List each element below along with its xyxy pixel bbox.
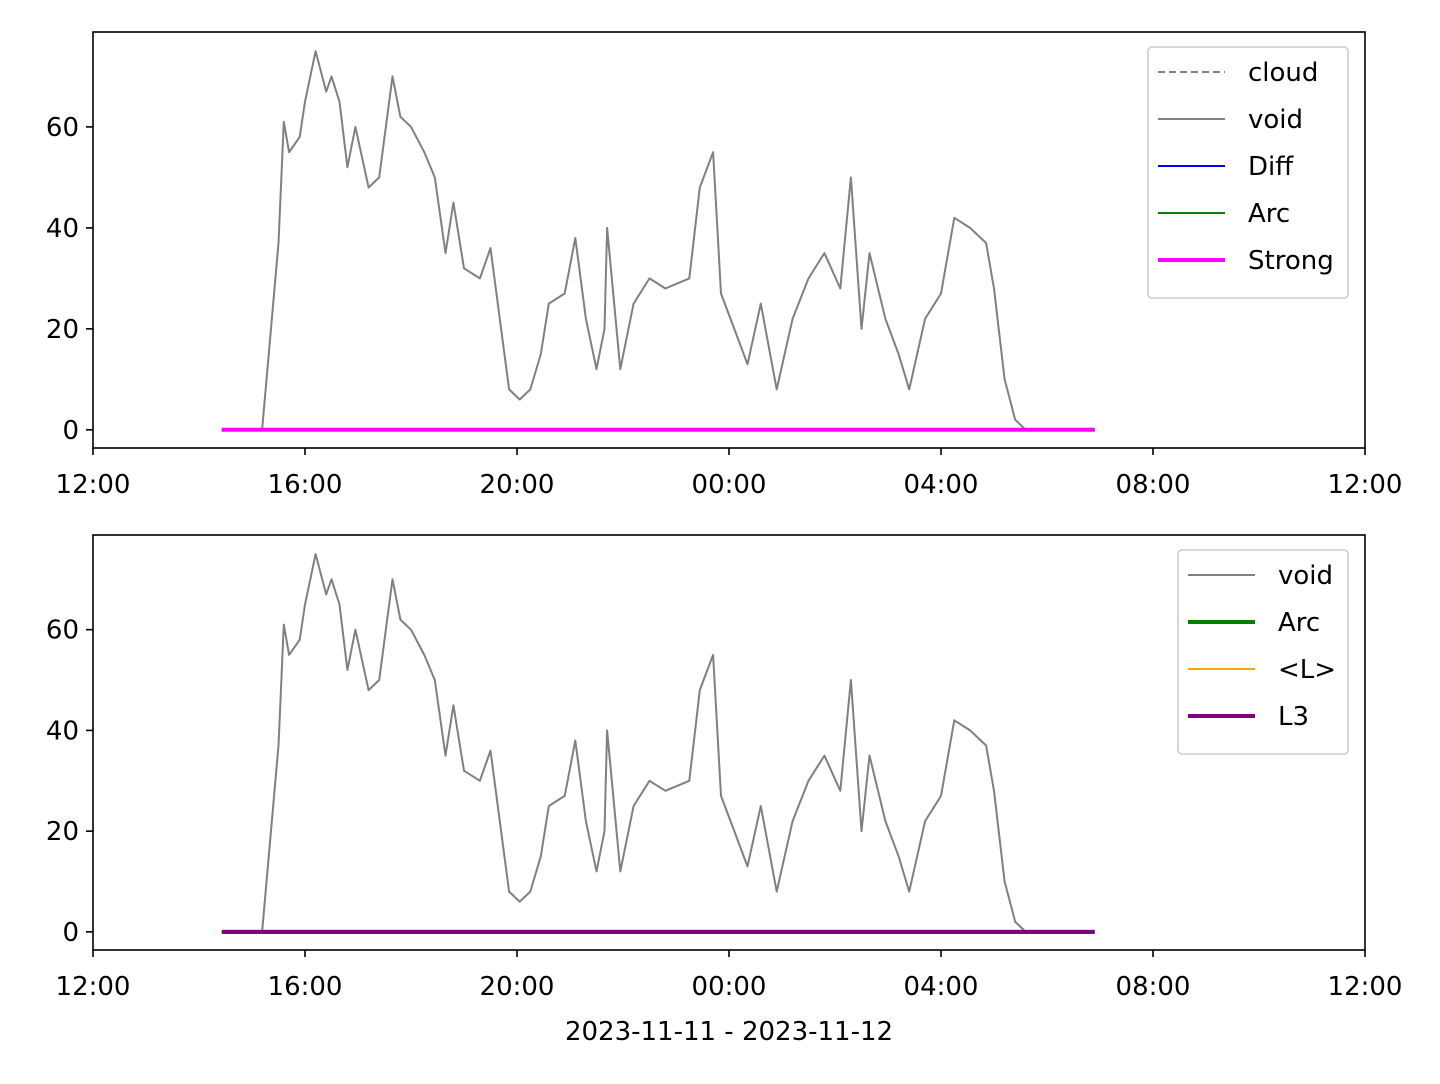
axes-frame bbox=[92, 534, 1366, 951]
x-tick-label: 04:00 bbox=[904, 470, 979, 500]
y-tick-label: 60 bbox=[46, 616, 79, 646]
legend-label: Arc bbox=[1278, 608, 1320, 638]
y-tick-label: 0 bbox=[62, 918, 79, 948]
y-tick-label: 60 bbox=[46, 113, 79, 143]
series-line bbox=[261, 50, 1027, 431]
x-tick-label: 16:00 bbox=[268, 470, 343, 500]
x-tick-label: 00:00 bbox=[692, 470, 767, 500]
x-tick-label: 12:00 bbox=[56, 470, 131, 500]
y-tick-label: 40 bbox=[46, 214, 79, 244]
x-tick-label: 16:00 bbox=[268, 972, 343, 1002]
x-tick-label: 20:00 bbox=[480, 470, 555, 500]
x-tick-label: 04:00 bbox=[904, 972, 979, 1002]
x-axis-label: 2023-11-11 - 2023-11-12 bbox=[565, 1017, 893, 1047]
x-tick-label: 20:00 bbox=[480, 972, 555, 1002]
legend-box bbox=[1177, 549, 1349, 755]
y-tick-label: 20 bbox=[46, 315, 79, 345]
legend-label: Strong bbox=[1248, 246, 1334, 276]
legend-label: <L> bbox=[1278, 655, 1336, 685]
legend-box bbox=[1147, 46, 1349, 299]
y-tick-label: 20 bbox=[46, 817, 79, 847]
series-line bbox=[261, 553, 1027, 933]
legend-label: L3 bbox=[1278, 702, 1309, 732]
legend-label: Diff bbox=[1248, 152, 1294, 182]
legend-label: cloud bbox=[1248, 58, 1318, 88]
legend-label: Arc bbox=[1248, 199, 1290, 229]
x-tick-label: 00:00 bbox=[692, 972, 767, 1002]
y-tick-label: 0 bbox=[62, 416, 79, 446]
legend-label: void bbox=[1278, 561, 1333, 591]
x-tick-label: 12:00 bbox=[1328, 470, 1403, 500]
y-tick-label: 40 bbox=[46, 716, 79, 746]
x-tick-label: 12:00 bbox=[1328, 972, 1403, 1002]
x-tick-label: 08:00 bbox=[1116, 972, 1191, 1002]
legend-label: void bbox=[1248, 105, 1303, 135]
axes-frame bbox=[92, 31, 1366, 449]
x-tick-label: 08:00 bbox=[1116, 470, 1191, 500]
x-tick-label: 12:00 bbox=[56, 972, 131, 1002]
